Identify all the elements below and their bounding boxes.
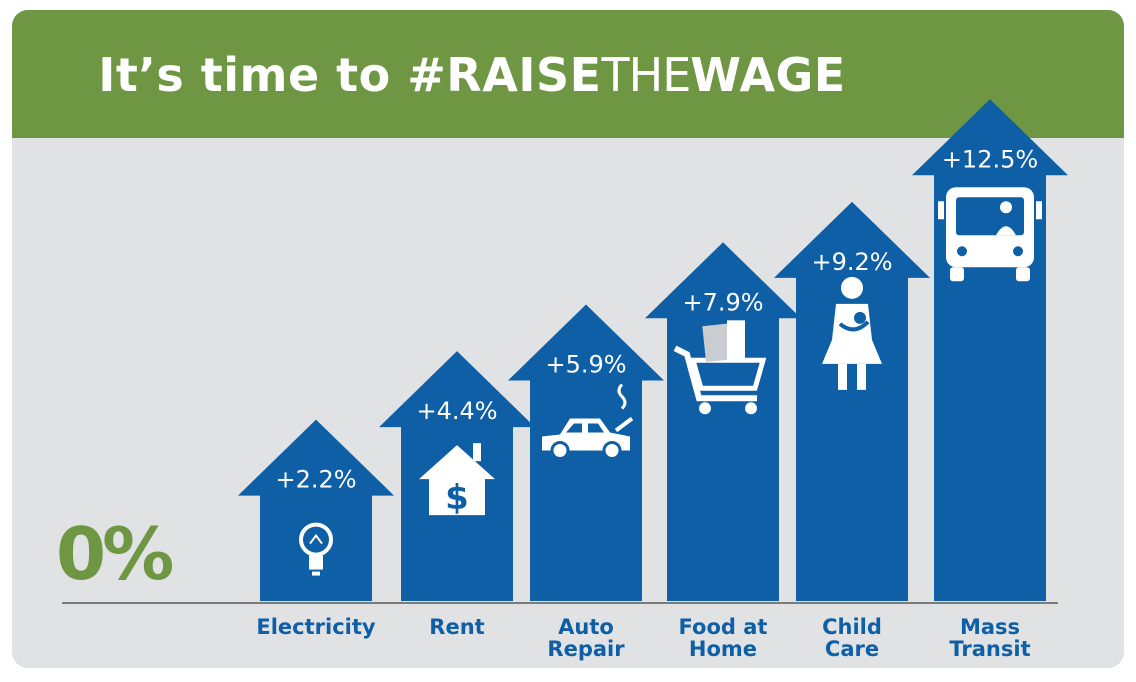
zero-percent-label: 0% [56,512,174,596]
category-label-line: Care [824,637,880,661]
title-text-start: It’s time to [98,48,408,102]
category-label-line: Electricity [256,615,376,639]
category-label-line: Food at [678,615,768,639]
bus-icon [938,187,1042,282]
bar-arrow-1 [238,419,394,601]
category-label-4: Food at Home [648,616,798,660]
bar-arrow-5 [774,201,930,601]
category-label-line: Rent [429,615,485,639]
category-label-6: Mass Transit [915,616,1065,660]
category-label-line: Transit [949,637,1031,661]
svg-text:$: $ [445,478,469,518]
category-label-line: Repair [547,637,625,661]
data-label-5: +9.2% [811,248,892,276]
grocery-cart-icon [673,320,767,415]
title-banner: It’s time to #RAISETHEWAGE [12,10,1124,138]
data-label-4: +7.9% [682,288,763,316]
category-label-line: Auto [558,615,614,639]
page-title: It’s time to #RAISETHEWAGE [12,48,932,102]
title-hashtag-the: THE [601,48,692,102]
bar-arrow-6 [912,99,1068,601]
category-label-3: Auto Repair [511,616,661,660]
house-dollar-icon: $ [419,443,495,518]
data-label-6: +12.5% [942,145,1038,173]
title-hashtag-raise: #RAISE [407,48,602,102]
category-label-2: Rent [382,616,532,638]
data-label-1: +2.2% [275,466,356,494]
title-hashtag-wage: WAGE [690,48,846,102]
bar-arrow-4 [645,242,801,601]
category-label-5: Child Care [777,616,927,660]
category-label-line: Child [822,615,882,639]
data-label-2: +4.4% [416,397,497,425]
category-label-line: Home [688,637,758,661]
bar-arrow-3 [508,304,664,601]
data-label-3: +5.9% [545,351,626,379]
category-label-line: Mass [959,615,1021,639]
lightbulb-icon [299,522,333,576]
car-broken-icon [542,383,634,461]
category-label-1: Electricity [241,616,391,638]
parent-child-icon [822,276,882,390]
